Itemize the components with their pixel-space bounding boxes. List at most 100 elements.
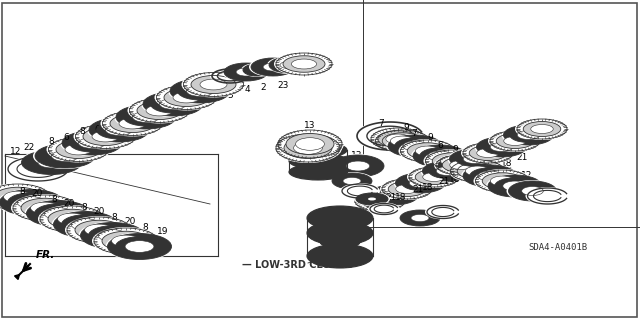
Ellipse shape bbox=[369, 197, 391, 205]
Ellipse shape bbox=[289, 142, 347, 158]
Text: 9: 9 bbox=[403, 122, 409, 131]
Ellipse shape bbox=[92, 227, 160, 255]
Ellipse shape bbox=[51, 151, 79, 161]
Ellipse shape bbox=[159, 99, 186, 109]
Ellipse shape bbox=[6, 156, 70, 182]
Text: 8: 8 bbox=[48, 137, 54, 145]
Ellipse shape bbox=[51, 211, 120, 239]
Ellipse shape bbox=[461, 164, 519, 188]
Text: 6: 6 bbox=[487, 165, 493, 174]
Text: 5: 5 bbox=[227, 92, 233, 100]
Ellipse shape bbox=[307, 221, 373, 245]
Ellipse shape bbox=[132, 112, 159, 122]
Ellipse shape bbox=[0, 189, 63, 216]
Ellipse shape bbox=[274, 133, 342, 163]
Ellipse shape bbox=[154, 85, 218, 110]
Ellipse shape bbox=[89, 118, 149, 142]
Ellipse shape bbox=[496, 133, 534, 149]
Ellipse shape bbox=[390, 136, 415, 146]
Ellipse shape bbox=[478, 171, 502, 181]
Ellipse shape bbox=[87, 117, 151, 143]
Ellipse shape bbox=[62, 131, 122, 155]
Ellipse shape bbox=[164, 88, 209, 107]
Ellipse shape bbox=[74, 123, 138, 150]
Text: 6: 6 bbox=[94, 124, 100, 133]
Ellipse shape bbox=[79, 221, 147, 249]
Ellipse shape bbox=[490, 176, 515, 186]
Ellipse shape bbox=[286, 133, 334, 154]
Text: 18: 18 bbox=[501, 159, 513, 167]
Ellipse shape bbox=[396, 184, 419, 194]
Ellipse shape bbox=[403, 141, 427, 151]
Ellipse shape bbox=[447, 148, 502, 170]
Ellipse shape bbox=[356, 193, 388, 205]
Ellipse shape bbox=[283, 56, 325, 72]
Ellipse shape bbox=[38, 157, 65, 168]
Ellipse shape bbox=[92, 131, 119, 142]
Ellipse shape bbox=[81, 222, 145, 249]
Text: 11: 11 bbox=[195, 91, 205, 100]
Text: 9: 9 bbox=[478, 157, 484, 166]
Text: 20: 20 bbox=[31, 189, 43, 198]
Text: 18: 18 bbox=[422, 183, 434, 192]
Ellipse shape bbox=[343, 177, 361, 185]
Ellipse shape bbox=[483, 173, 523, 189]
Text: 6: 6 bbox=[169, 103, 175, 113]
Ellipse shape bbox=[388, 135, 442, 157]
Ellipse shape bbox=[378, 131, 419, 147]
Text: 21: 21 bbox=[490, 160, 502, 169]
Ellipse shape bbox=[35, 204, 83, 223]
Ellipse shape bbox=[415, 169, 452, 184]
Ellipse shape bbox=[463, 154, 486, 164]
Ellipse shape bbox=[98, 230, 127, 241]
Text: 8: 8 bbox=[81, 204, 87, 212]
Ellipse shape bbox=[114, 104, 178, 130]
Text: 21: 21 bbox=[438, 176, 450, 186]
Ellipse shape bbox=[515, 183, 550, 198]
Ellipse shape bbox=[332, 173, 372, 189]
Ellipse shape bbox=[124, 108, 168, 126]
Ellipse shape bbox=[243, 64, 271, 76]
Ellipse shape bbox=[249, 57, 297, 77]
Text: 22: 22 bbox=[24, 144, 35, 152]
Ellipse shape bbox=[0, 183, 52, 211]
Ellipse shape bbox=[79, 137, 106, 148]
Ellipse shape bbox=[22, 151, 81, 174]
Ellipse shape bbox=[108, 234, 172, 259]
Ellipse shape bbox=[0, 189, 65, 217]
Ellipse shape bbox=[269, 57, 309, 73]
Ellipse shape bbox=[26, 201, 90, 226]
Ellipse shape bbox=[488, 130, 542, 152]
Ellipse shape bbox=[11, 194, 79, 222]
Ellipse shape bbox=[274, 52, 334, 76]
Text: 6: 6 bbox=[123, 115, 129, 124]
Ellipse shape bbox=[367, 184, 420, 206]
Ellipse shape bbox=[396, 173, 445, 193]
Ellipse shape bbox=[17, 197, 46, 208]
Ellipse shape bbox=[355, 121, 425, 151]
Ellipse shape bbox=[170, 79, 230, 103]
Ellipse shape bbox=[75, 220, 123, 240]
Text: 20: 20 bbox=[63, 198, 75, 207]
Ellipse shape bbox=[420, 148, 460, 164]
Ellipse shape bbox=[407, 166, 461, 188]
Ellipse shape bbox=[400, 210, 440, 226]
Ellipse shape bbox=[506, 180, 559, 202]
Ellipse shape bbox=[374, 129, 431, 153]
Ellipse shape bbox=[284, 137, 332, 159]
Ellipse shape bbox=[509, 181, 557, 201]
Ellipse shape bbox=[177, 82, 223, 100]
Text: 3: 3 bbox=[212, 86, 218, 95]
Ellipse shape bbox=[436, 154, 494, 178]
Ellipse shape bbox=[337, 175, 367, 187]
Ellipse shape bbox=[106, 233, 173, 261]
Ellipse shape bbox=[60, 130, 124, 156]
Text: 21: 21 bbox=[464, 168, 476, 177]
Ellipse shape bbox=[457, 163, 498, 179]
Text: 9: 9 bbox=[427, 132, 433, 142]
Ellipse shape bbox=[470, 168, 510, 184]
Ellipse shape bbox=[405, 212, 435, 224]
Ellipse shape bbox=[31, 202, 60, 214]
Text: 18: 18 bbox=[396, 192, 407, 202]
Ellipse shape bbox=[361, 194, 399, 209]
